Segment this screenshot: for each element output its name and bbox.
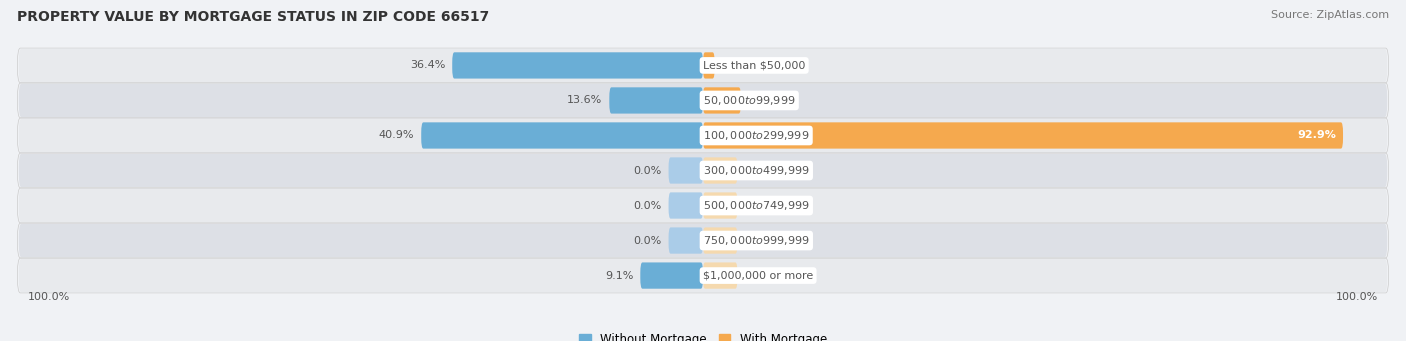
Text: 0.0%: 0.0% xyxy=(744,236,772,246)
FancyBboxPatch shape xyxy=(703,157,738,184)
Text: 100.0%: 100.0% xyxy=(28,292,70,302)
FancyBboxPatch shape xyxy=(703,263,738,289)
FancyBboxPatch shape xyxy=(669,157,703,184)
Text: 0.0%: 0.0% xyxy=(744,270,772,281)
Text: $500,000 to $749,999: $500,000 to $749,999 xyxy=(703,199,810,212)
Text: 0.0%: 0.0% xyxy=(744,165,772,176)
FancyBboxPatch shape xyxy=(703,227,738,254)
FancyBboxPatch shape xyxy=(17,258,1389,293)
Text: 1.7%: 1.7% xyxy=(721,60,749,71)
FancyBboxPatch shape xyxy=(17,48,1389,83)
Text: 5.5%: 5.5% xyxy=(748,95,776,105)
FancyBboxPatch shape xyxy=(609,87,703,114)
FancyBboxPatch shape xyxy=(18,49,1388,82)
Text: $750,000 to $999,999: $750,000 to $999,999 xyxy=(703,234,810,247)
Legend: Without Mortgage, With Mortgage: Without Mortgage, With Mortgage xyxy=(574,329,832,341)
Text: $100,000 to $299,999: $100,000 to $299,999 xyxy=(703,129,810,142)
Text: $1,000,000 or more: $1,000,000 or more xyxy=(703,270,813,281)
Text: 9.1%: 9.1% xyxy=(605,270,634,281)
FancyBboxPatch shape xyxy=(17,188,1389,223)
FancyBboxPatch shape xyxy=(703,87,741,114)
Text: 0.0%: 0.0% xyxy=(744,201,772,210)
FancyBboxPatch shape xyxy=(422,122,703,149)
FancyBboxPatch shape xyxy=(18,224,1388,257)
FancyBboxPatch shape xyxy=(17,83,1389,118)
Text: 92.9%: 92.9% xyxy=(1298,131,1336,140)
FancyBboxPatch shape xyxy=(703,52,714,78)
FancyBboxPatch shape xyxy=(640,263,703,289)
Text: 40.9%: 40.9% xyxy=(378,131,415,140)
Text: PROPERTY VALUE BY MORTGAGE STATUS IN ZIP CODE 66517: PROPERTY VALUE BY MORTGAGE STATUS IN ZIP… xyxy=(17,10,489,24)
Text: Source: ZipAtlas.com: Source: ZipAtlas.com xyxy=(1271,10,1389,20)
Text: $300,000 to $499,999: $300,000 to $499,999 xyxy=(703,164,810,177)
FancyBboxPatch shape xyxy=(17,223,1389,258)
FancyBboxPatch shape xyxy=(703,122,1343,149)
FancyBboxPatch shape xyxy=(669,192,703,219)
Text: $50,000 to $99,999: $50,000 to $99,999 xyxy=(703,94,796,107)
Text: 0.0%: 0.0% xyxy=(634,165,662,176)
FancyBboxPatch shape xyxy=(17,153,1389,188)
FancyBboxPatch shape xyxy=(703,192,738,219)
Text: Less than $50,000: Less than $50,000 xyxy=(703,60,806,71)
FancyBboxPatch shape xyxy=(18,154,1388,187)
FancyBboxPatch shape xyxy=(18,119,1388,152)
Text: 13.6%: 13.6% xyxy=(567,95,602,105)
Text: 0.0%: 0.0% xyxy=(634,236,662,246)
FancyBboxPatch shape xyxy=(669,227,703,254)
FancyBboxPatch shape xyxy=(18,259,1388,292)
FancyBboxPatch shape xyxy=(18,84,1388,117)
Text: 100.0%: 100.0% xyxy=(1336,292,1378,302)
Text: 0.0%: 0.0% xyxy=(634,201,662,210)
FancyBboxPatch shape xyxy=(18,189,1388,222)
FancyBboxPatch shape xyxy=(453,52,703,78)
Text: 36.4%: 36.4% xyxy=(411,60,446,71)
FancyBboxPatch shape xyxy=(17,118,1389,153)
